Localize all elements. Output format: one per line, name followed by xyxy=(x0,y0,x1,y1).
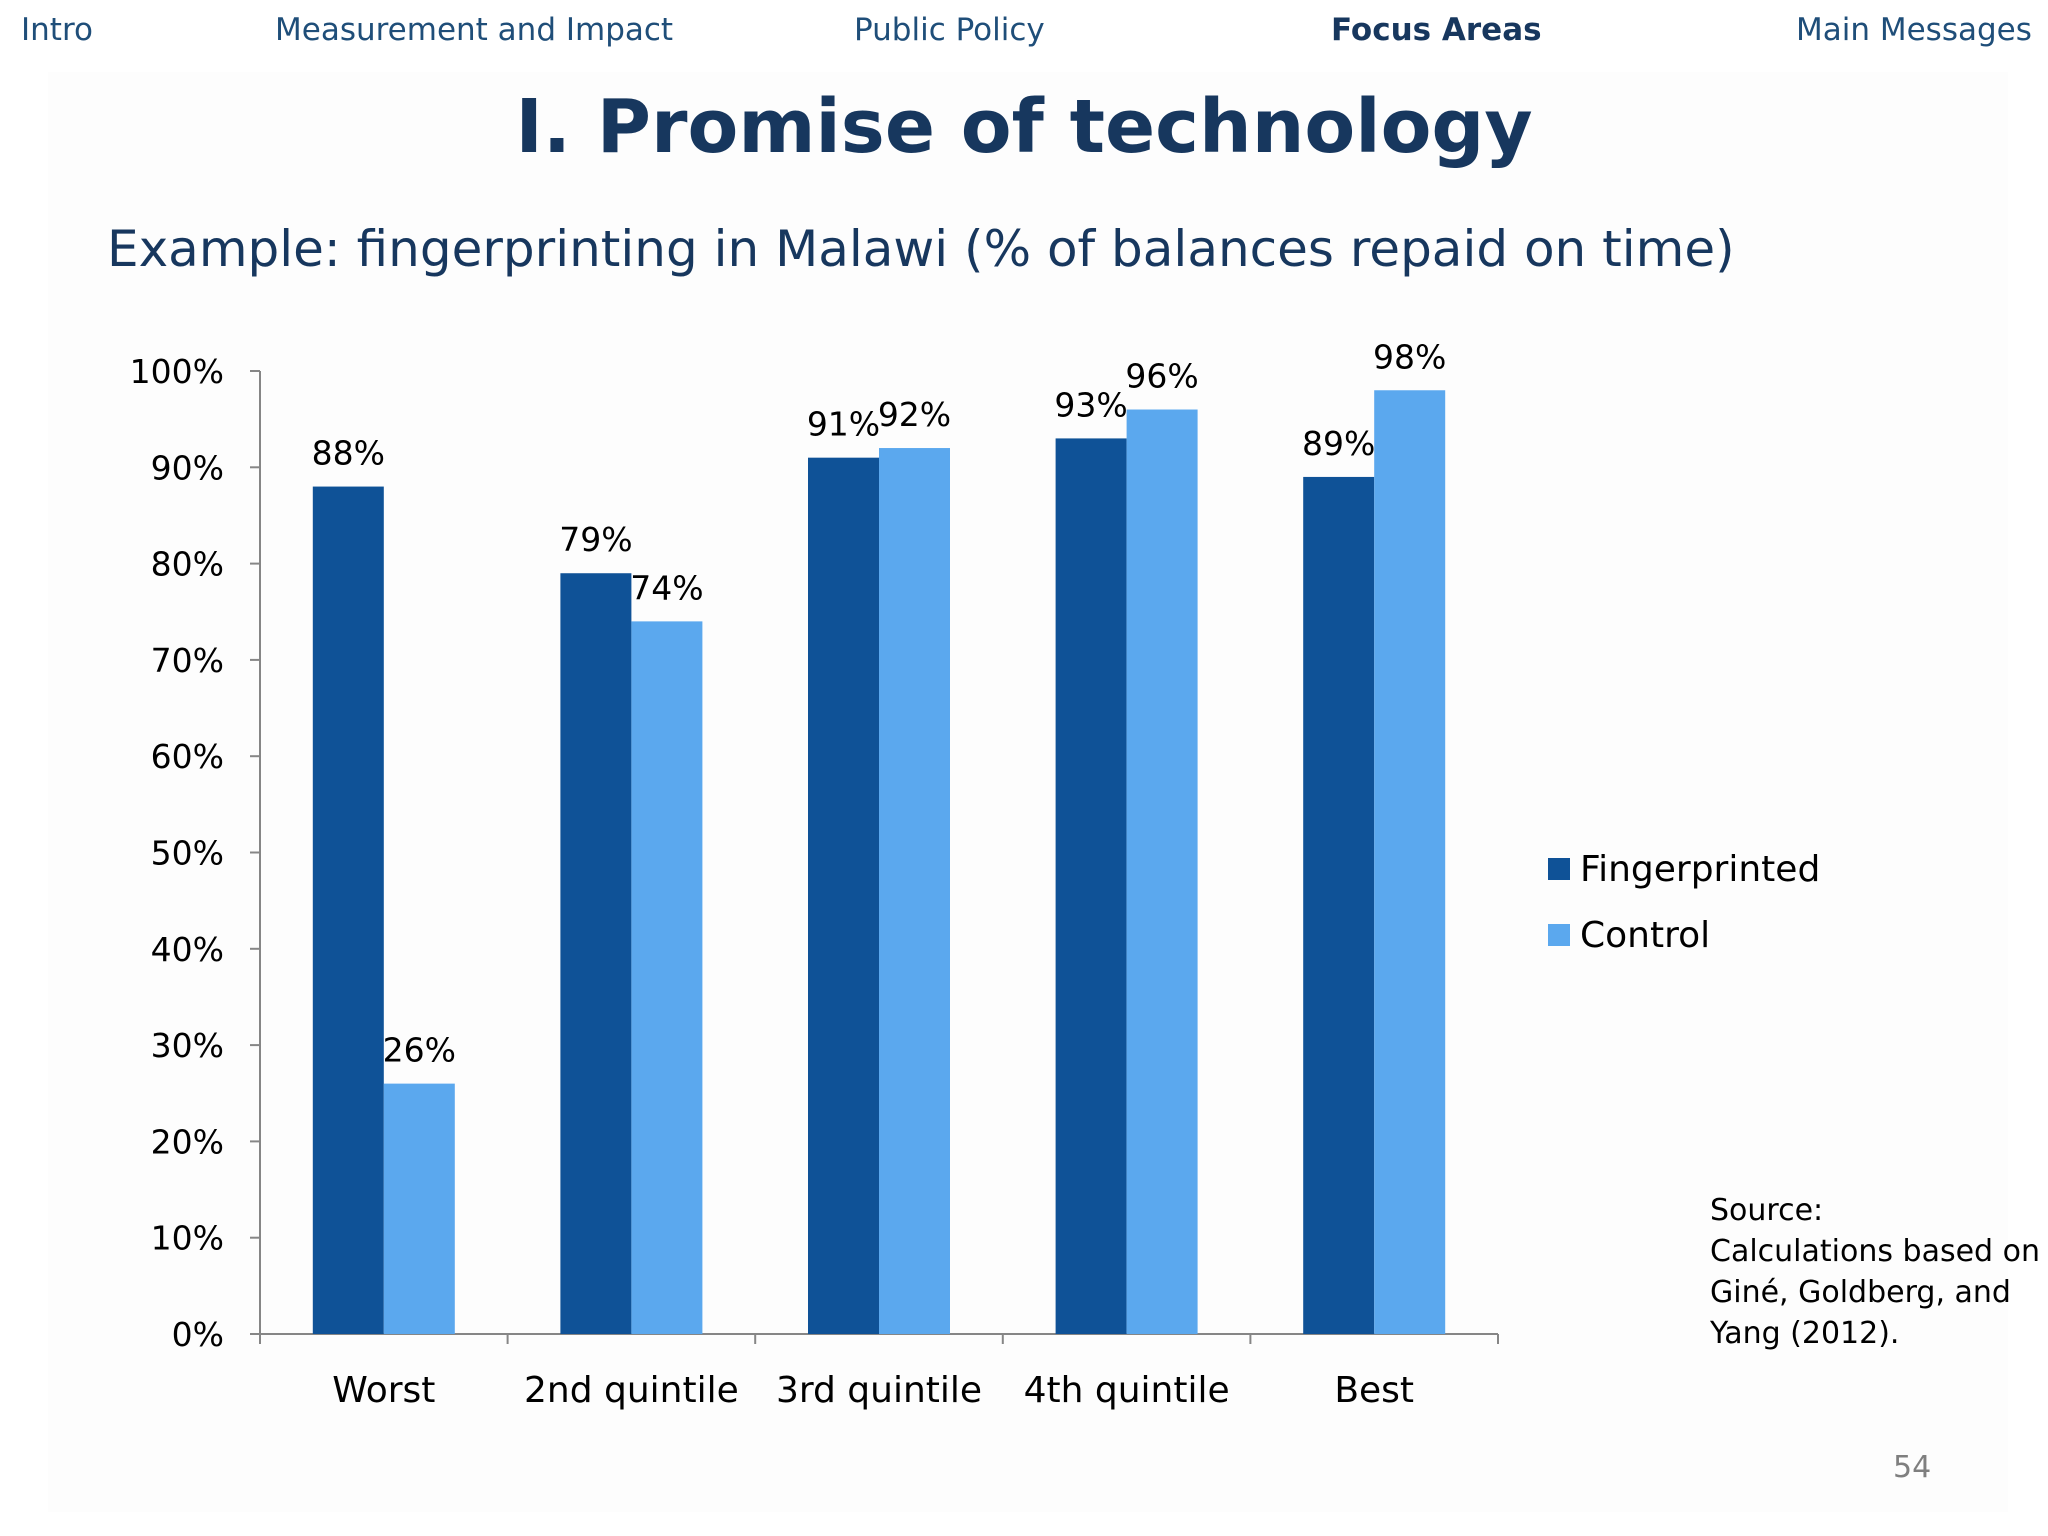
slide-title: I. Promise of technology xyxy=(515,84,1533,170)
legend-label-fingerprinted: Fingerprinted xyxy=(1580,848,1821,890)
nav-focus-areas[interactable]: Focus Areas xyxy=(1331,12,1542,48)
y-tick-label: 80% xyxy=(151,545,224,584)
data-label-fingerprinted: 88% xyxy=(312,434,385,473)
bar-fingerprinted xyxy=(560,573,632,1334)
bar-control xyxy=(631,621,703,1334)
page-number: 54 xyxy=(1893,1450,1932,1485)
y-tick-label: 100% xyxy=(130,352,224,391)
source-line: Yang (2012). xyxy=(1710,1316,1900,1351)
y-tick-label: 20% xyxy=(151,1122,224,1161)
bar-fingerprinted xyxy=(1303,476,1375,1334)
source-line: Giné, Goldberg, and xyxy=(1710,1275,2011,1310)
bar-fingerprinted xyxy=(312,486,384,1334)
bar-control xyxy=(1126,409,1198,1334)
x-tick-label: Best xyxy=(1334,1370,1414,1411)
bar-control xyxy=(383,1083,455,1334)
x-tick-label: Worst xyxy=(332,1370,435,1411)
legend-swatch-fingerprinted xyxy=(1548,858,1570,880)
slide-subtitle: Example: fingerprinting in Malawi (% of … xyxy=(107,220,1735,278)
chart-legend: Fingerprinted Control xyxy=(1548,836,1820,968)
source-line: Source: xyxy=(1710,1193,1824,1228)
source-note: Source: Calculations based on Giné, Gold… xyxy=(1710,1190,2040,1354)
data-label-fingerprinted: 79% xyxy=(559,520,632,559)
nav-measurement-and-impact[interactable]: Measurement and Impact xyxy=(275,12,674,48)
x-tick-label: 2nd quintile xyxy=(524,1370,739,1411)
data-label-control: 96% xyxy=(1125,357,1198,396)
legend-swatch-control xyxy=(1548,924,1570,946)
bar-fingerprinted xyxy=(1055,438,1127,1334)
bar-control xyxy=(1374,390,1446,1334)
data-label-fingerprinted: 89% xyxy=(1302,424,1375,463)
data-label-control: 98% xyxy=(1373,337,1446,376)
data-label-fingerprinted: 93% xyxy=(1054,385,1127,424)
y-tick-label: 10% xyxy=(151,1219,224,1258)
nav-intro[interactable]: Intro xyxy=(21,12,93,48)
source-line: Calculations based on xyxy=(1710,1234,2040,1269)
data-label-control: 92% xyxy=(878,395,951,434)
y-tick-label: 30% xyxy=(151,1026,224,1065)
y-tick-label: 60% xyxy=(151,737,224,776)
x-tick-label: 4th quintile xyxy=(1024,1370,1230,1411)
bar-control xyxy=(879,448,950,1334)
data-label-control: 74% xyxy=(630,568,703,607)
nav-public-policy[interactable]: Public Policy xyxy=(854,12,1045,48)
legend-label-control: Control xyxy=(1580,914,1711,956)
y-tick-label: 90% xyxy=(151,448,224,487)
y-tick-label: 0% xyxy=(172,1315,224,1354)
y-tick-label: 40% xyxy=(151,930,224,969)
legend-item-control: Control xyxy=(1548,902,1820,968)
data-label-control: 26% xyxy=(383,1031,456,1070)
x-tick-label: 3rd quintile xyxy=(776,1370,982,1411)
top-navigation: Intro Measurement and Impact Public Poli… xyxy=(0,0,2048,66)
y-tick-label: 50% xyxy=(151,834,224,873)
legend-item-fingerprinted: Fingerprinted xyxy=(1548,836,1820,902)
y-tick-label: 70% xyxy=(151,641,224,680)
data-label-fingerprinted: 91% xyxy=(807,405,880,444)
bar-fingerprinted xyxy=(808,457,879,1334)
nav-main-messages[interactable]: Main Messages xyxy=(1796,12,2032,48)
